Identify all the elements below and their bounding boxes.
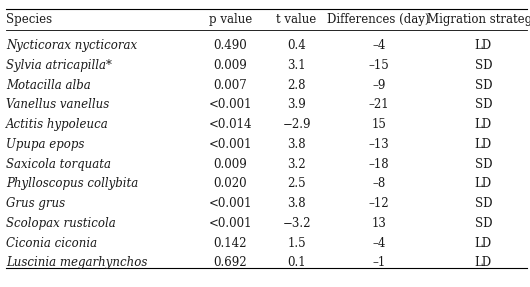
Text: –4: –4 (372, 236, 385, 250)
Text: Saxicola torquata: Saxicola torquata (6, 158, 111, 171)
Text: –1: –1 (372, 256, 385, 269)
Text: t value: t value (277, 13, 316, 26)
Text: SD: SD (474, 59, 492, 72)
Text: <0.001: <0.001 (208, 217, 252, 230)
Text: 3.9: 3.9 (287, 98, 306, 111)
Text: Motacilla alba: Motacilla alba (6, 79, 91, 92)
Text: 2.8: 2.8 (287, 79, 306, 92)
Text: 0.009: 0.009 (214, 158, 247, 171)
Text: –4: –4 (372, 39, 385, 52)
Text: –13: –13 (368, 138, 389, 151)
Text: 0.009: 0.009 (214, 59, 247, 72)
Text: 0.007: 0.007 (214, 79, 247, 92)
Text: Actitis hypoleuca: Actitis hypoleuca (6, 118, 109, 131)
Text: SD: SD (474, 79, 492, 92)
Text: Nycticorax nycticorax: Nycticorax nycticorax (6, 39, 137, 52)
Text: LD: LD (475, 118, 492, 131)
Text: 2.5: 2.5 (287, 177, 306, 190)
Text: 1.5: 1.5 (287, 236, 306, 250)
Text: –21: –21 (368, 98, 389, 111)
Text: Migration strategy: Migration strategy (428, 13, 530, 26)
Text: <0.001: <0.001 (208, 98, 252, 111)
Text: <0.001: <0.001 (208, 197, 252, 210)
Text: SD: SD (474, 197, 492, 210)
Text: 0.1: 0.1 (287, 256, 306, 269)
Text: <0.014: <0.014 (208, 118, 252, 131)
Text: <0.001: <0.001 (208, 138, 252, 151)
Text: 0.692: 0.692 (214, 256, 247, 269)
Text: 0.4: 0.4 (287, 39, 306, 52)
Text: 0.490: 0.490 (214, 39, 247, 52)
Text: Vanellus vanellus: Vanellus vanellus (6, 98, 110, 111)
Text: Upupa epops: Upupa epops (6, 138, 85, 151)
Text: Sylvia atricapilla*: Sylvia atricapilla* (6, 59, 112, 72)
Text: –12: –12 (368, 197, 389, 210)
Text: LD: LD (475, 39, 492, 52)
Text: −2.9: −2.9 (282, 118, 311, 131)
Text: Luscinia megarhynchos: Luscinia megarhynchos (6, 256, 148, 269)
Text: –18: –18 (368, 158, 389, 171)
Text: p value: p value (209, 13, 252, 26)
Text: Scolopax rusticola: Scolopax rusticola (6, 217, 116, 230)
Text: Differences (day): Differences (day) (328, 13, 430, 26)
Text: SD: SD (474, 158, 492, 171)
Text: Species: Species (6, 13, 52, 26)
Text: Ciconia ciconia: Ciconia ciconia (6, 236, 98, 250)
Text: LD: LD (475, 256, 492, 269)
Text: SD: SD (474, 98, 492, 111)
Text: Phylloscopus collybita: Phylloscopus collybita (6, 177, 139, 190)
Text: 3.8: 3.8 (287, 197, 306, 210)
Text: 13: 13 (371, 217, 386, 230)
Text: −3.2: −3.2 (282, 217, 311, 230)
Text: 15: 15 (371, 118, 386, 131)
Text: Grus grus: Grus grus (6, 197, 66, 210)
Text: LD: LD (475, 177, 492, 190)
Text: 3.2: 3.2 (287, 158, 306, 171)
Text: 0.142: 0.142 (214, 236, 247, 250)
Text: 0.020: 0.020 (214, 177, 247, 190)
Text: LD: LD (475, 236, 492, 250)
Text: –15: –15 (368, 59, 389, 72)
Text: SD: SD (474, 217, 492, 230)
Text: –8: –8 (372, 177, 385, 190)
Text: 3.8: 3.8 (287, 138, 306, 151)
Text: 3.1: 3.1 (287, 59, 306, 72)
Text: –9: –9 (372, 79, 385, 92)
Text: LD: LD (475, 138, 492, 151)
